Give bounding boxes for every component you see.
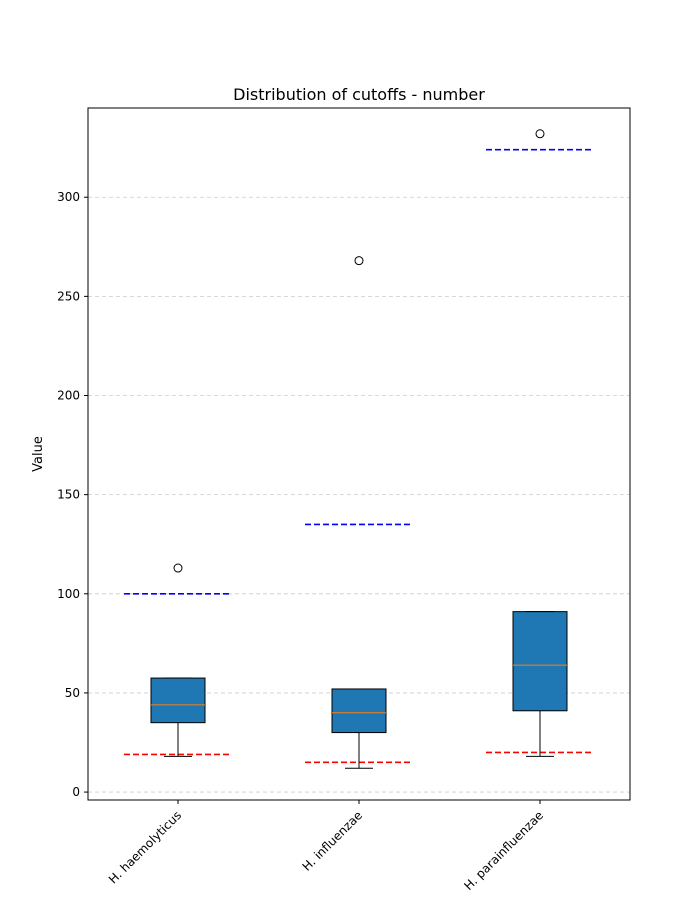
boxes (150, 129, 568, 769)
cutoff-lines (124, 148, 594, 764)
y-tick-label: 100 (57, 587, 80, 601)
y-axis-ticks: 0 50 100 150 200 250 300 (57, 190, 88, 799)
chart-title: Distribution of cutoffs - number (233, 85, 485, 104)
y-tick-label: 200 (57, 389, 80, 403)
y-tick-label: 250 (57, 289, 80, 303)
y-tick-label: 50 (65, 686, 80, 700)
box (512, 611, 568, 712)
y-axis-label: Value (31, 436, 46, 472)
outlier-point (173, 563, 183, 573)
y-tick-label: 0 (72, 785, 80, 799)
box-group (331, 256, 387, 769)
box (331, 688, 387, 734)
box (150, 677, 206, 724)
box-group (512, 129, 568, 757)
outlier-point (535, 129, 545, 139)
y-tick-label: 300 (57, 190, 80, 204)
y-tick-label: 150 (57, 488, 80, 502)
x-axis-ticks: H. haemolyticus H. influenzae H. parainflu… (106, 800, 546, 893)
x-tick-label: H. influenzae (300, 808, 365, 873)
x-tick-label: H. haemolyticus (106, 808, 184, 886)
outlier-point (354, 256, 364, 266)
x-tick-label: H. parainfluenzae (461, 808, 546, 893)
box-group (150, 563, 206, 757)
